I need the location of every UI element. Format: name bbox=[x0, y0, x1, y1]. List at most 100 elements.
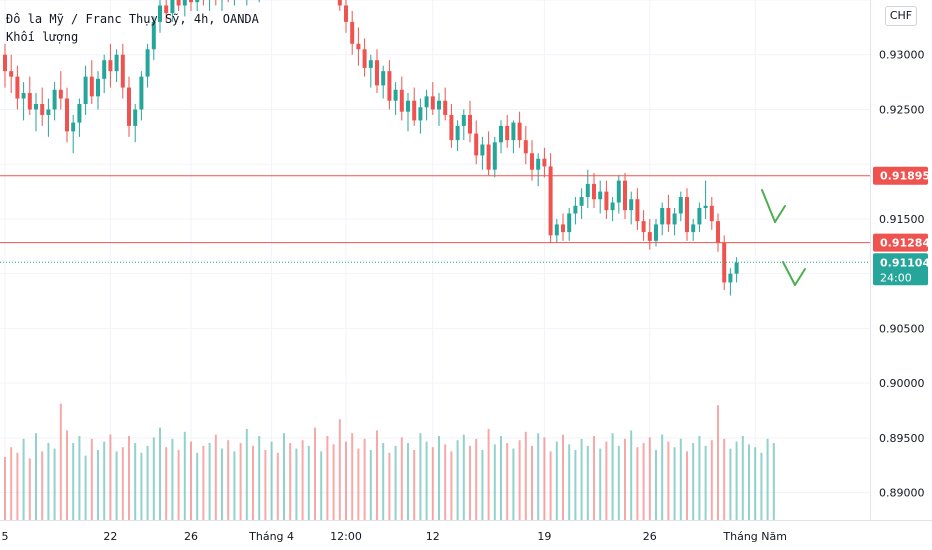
volume-bar bbox=[493, 444, 496, 520]
arrow-down-right-icon bbox=[761, 189, 786, 223]
volume-bar bbox=[72, 443, 75, 520]
volume-bar bbox=[53, 448, 56, 520]
volume-bar bbox=[307, 445, 310, 520]
volume-bar bbox=[400, 437, 403, 520]
candle-body bbox=[635, 199, 640, 222]
volume-bar bbox=[394, 445, 397, 520]
volume-bar bbox=[710, 440, 713, 520]
volume-bar bbox=[729, 448, 732, 520]
volume-bar bbox=[624, 438, 626, 520]
currency-button[interactable]: CHF bbox=[885, 6, 917, 26]
volume-bar bbox=[642, 443, 645, 520]
volume-bar bbox=[159, 427, 161, 520]
volume-bar bbox=[47, 443, 50, 520]
candle-body bbox=[120, 54, 125, 88]
volume-bar bbox=[475, 438, 478, 520]
volume-bar bbox=[314, 427, 316, 520]
volume-bar bbox=[462, 434, 465, 520]
volume-bar bbox=[586, 445, 589, 520]
candle-body bbox=[368, 60, 373, 68]
volume-bar bbox=[450, 451, 453, 520]
candle-body bbox=[164, 5, 169, 14]
indicator-label[interactable]: Khối lượng bbox=[6, 30, 79, 44]
candle-body bbox=[430, 96, 435, 110]
candle-body bbox=[158, 5, 162, 22]
price-axis-tick: 0.92500 bbox=[879, 103, 925, 116]
time-axis-tick: 26 bbox=[184, 530, 198, 543]
time-axis-tick: Tháng Năm bbox=[722, 530, 787, 543]
volume-bar bbox=[611, 433, 614, 520]
volume-bar bbox=[593, 436, 595, 520]
candle-body bbox=[654, 224, 658, 241]
volume-bar bbox=[686, 451, 688, 520]
price-axis-tick: 0.91500 bbox=[879, 213, 925, 226]
volume-bar bbox=[469, 445, 471, 520]
candle-body bbox=[387, 71, 392, 101]
candle-body bbox=[505, 125, 510, 141]
level-price-label: 0.91284 bbox=[880, 237, 930, 250]
volume-bar bbox=[748, 444, 750, 520]
candle-body bbox=[3, 54, 7, 72]
candle-body bbox=[145, 49, 150, 77]
candle-body bbox=[728, 273, 733, 283]
price-axis-divider bbox=[870, 0, 871, 520]
candle-body bbox=[189, 0, 193, 3]
volume-bar bbox=[549, 451, 552, 520]
candle-body bbox=[641, 221, 646, 233]
candle-body bbox=[548, 166, 553, 236]
volume-bar bbox=[568, 444, 571, 520]
volume-bar bbox=[382, 443, 385, 520]
candle-body bbox=[151, 21, 156, 50]
price-axis-tick: 0.90000 bbox=[879, 377, 925, 390]
candle-body bbox=[356, 43, 361, 50]
candle-body bbox=[455, 125, 460, 141]
volume-bar bbox=[413, 450, 416, 520]
volume-bar bbox=[289, 443, 292, 520]
candle-body bbox=[9, 71, 14, 77]
volume-bar bbox=[134, 443, 137, 520]
volume-bar bbox=[648, 437, 651, 520]
time-axis-tick: 19 bbox=[537, 530, 551, 543]
candle-body bbox=[703, 205, 708, 208]
volume-bar bbox=[376, 430, 378, 520]
volume-bar bbox=[741, 436, 744, 520]
candle-body bbox=[734, 262, 739, 274]
candle-body bbox=[71, 122, 76, 132]
candle-body bbox=[77, 104, 82, 123]
volume-bar bbox=[28, 458, 31, 520]
volume-bar bbox=[345, 441, 347, 520]
symbol-title[interactable]: Đô la Mỹ / Franc Thụy Sỹ, 4h, OANDA bbox=[6, 12, 259, 26]
candle-body bbox=[492, 142, 497, 170]
volume-bar bbox=[605, 441, 608, 520]
candle-body bbox=[623, 180, 627, 211]
volume-bar bbox=[537, 433, 540, 520]
volume-bar bbox=[407, 443, 409, 520]
volume-bar bbox=[252, 445, 254, 520]
volume-bar bbox=[171, 438, 174, 520]
volume-bar bbox=[103, 441, 106, 520]
volume-bar bbox=[543, 437, 546, 520]
volume-bar bbox=[506, 443, 509, 520]
candle-body bbox=[573, 205, 578, 214]
candle-body bbox=[697, 208, 702, 225]
volume-bar bbox=[438, 436, 440, 520]
volume-bar bbox=[4, 457, 6, 520]
candle-body bbox=[337, 0, 342, 6]
volume-bar bbox=[283, 433, 285, 520]
candle-body bbox=[102, 60, 107, 79]
candle-body bbox=[523, 140, 528, 154]
volume-bar bbox=[152, 437, 155, 520]
candle-body bbox=[678, 197, 683, 214]
candle-body bbox=[412, 100, 417, 121]
volume-bar bbox=[270, 441, 273, 520]
volume-bar bbox=[84, 455, 87, 520]
candle-body bbox=[530, 153, 534, 170]
volume-bar bbox=[233, 451, 236, 520]
volume-bar bbox=[78, 436, 81, 520]
volume-bar bbox=[196, 452, 199, 520]
candle-body bbox=[34, 104, 38, 110]
volume-bar bbox=[332, 444, 335, 520]
level-price-tag bbox=[873, 166, 928, 185]
